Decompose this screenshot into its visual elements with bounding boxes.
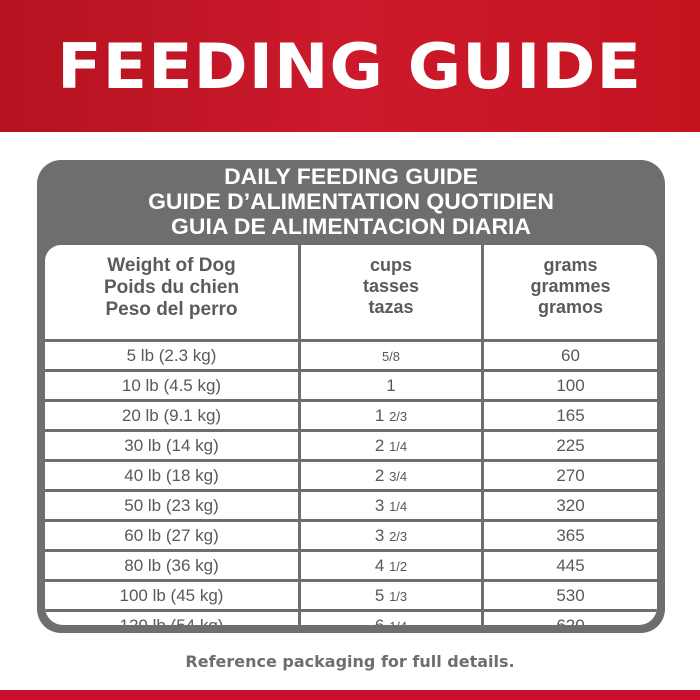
weight-cell: 5 lb (2.3 kg) — [45, 339, 301, 372]
bottom-bar — [0, 690, 700, 700]
cups-cell: 2 3/4 — [298, 459, 484, 492]
grams-cell: 365 — [481, 519, 657, 552]
cups-cell: 5 1/3 — [298, 579, 484, 612]
cups-fraction: 1/4 — [389, 438, 408, 454]
table-row: 20 lb (9.1 kg) 1 2/3 165 — [45, 399, 657, 432]
feeding-guide-table-box: DAILY FEEDING GUIDE GUIDE D’ALIMENTATION… — [37, 160, 665, 633]
weight-cell: 50 lb (23 kg) — [45, 489, 301, 522]
weight-cell: 30 lb (14 kg) — [45, 429, 301, 462]
cups-cell: 3 1/4 — [298, 489, 484, 522]
header-weight: Weight of Dog Poids du chien Peso del pe… — [45, 245, 301, 342]
cups-fraction: 1/4 — [389, 619, 407, 626]
table-row: 50 lb (23 kg) 3 1/4 320 — [45, 489, 657, 522]
cups-cell: 4 1/2 — [298, 549, 484, 582]
weight-cell: 40 lb (18 kg) — [45, 459, 301, 492]
cups-fraction: 1/3 — [389, 588, 408, 604]
grams-cell: 620 — [481, 609, 657, 625]
banner: FEEDING GUIDE — [0, 0, 700, 132]
cups-whole: 2 — [374, 435, 385, 455]
grams-cell: 225 — [481, 429, 657, 462]
grams-cell: 530 — [481, 579, 657, 612]
header-cups-fr: tasses — [362, 276, 420, 296]
cups-cell: 2 1/4 — [298, 429, 484, 462]
cups-fraction: 2/3 — [389, 528, 408, 544]
weight-cell: 100 lb (45 kg) — [45, 579, 301, 612]
table-title-fr: GUIDE D’ALIMENTATION QUOTIDIEN — [148, 189, 554, 214]
header-grams-fr: grammes — [530, 276, 611, 296]
header-cups-es: tazas — [368, 297, 414, 317]
grams-cell: 270 — [481, 459, 657, 492]
header-weight-en: Weight of Dog — [107, 255, 236, 276]
header-grams: grams grammes gramos — [481, 245, 657, 342]
grams-cell: 320 — [481, 489, 657, 522]
cups-fraction: 5/8 — [381, 348, 401, 364]
cups-whole: 3 — [374, 525, 385, 545]
header-weight-es: Peso del perro — [105, 299, 238, 320]
table-row: 120 lb (54 kg) 6 1/4 620 — [45, 609, 657, 626]
table-row: 80 lb (36 kg) 4 1/2 445 — [45, 549, 657, 582]
cups-whole: 3 — [374, 495, 385, 515]
cups-cell: 6 1/4 — [298, 609, 484, 626]
table-row: 60 lb (27 kg) 3 2/3 365 — [45, 519, 657, 552]
weight-cell: 20 lb (9.1 kg) — [45, 399, 301, 432]
weight-cell: 10 lb (4.5 kg) — [45, 369, 301, 402]
footer-note: Reference packaging for full details. — [185, 652, 515, 671]
cups-whole: 1 — [386, 375, 396, 395]
cups-whole: 4 — [374, 555, 385, 575]
cups-cell: 3 2/3 — [298, 519, 484, 552]
table-row: 5 lb (2.3 kg) 5/8 60 — [45, 339, 657, 372]
header-weight-fr: Poids du chien — [103, 277, 240, 298]
cups-whole: 6 — [374, 615, 385, 626]
cups-cell: 1 — [298, 369, 484, 402]
header-cups-en: cups — [369, 255, 412, 275]
grams-cell: 100 — [481, 369, 657, 402]
table-row: 30 lb (14 kg) 2 1/4 225 — [45, 429, 657, 462]
banner-title: FEEDING GUIDE — [57, 29, 643, 103]
header-cups: cups tasses tazas — [298, 245, 484, 342]
table-row: 40 lb (18 kg) 2 3/4 270 — [45, 459, 657, 492]
cups-cell: 1 2/3 — [298, 399, 484, 432]
weight-cell: 80 lb (36 kg) — [45, 549, 301, 582]
cups-fraction: 1/4 — [389, 498, 408, 514]
header-row: Weight of Dog Poids du chien Peso del pe… — [45, 245, 657, 342]
feeding-table: Weight of Dog Poids du chien Peso del pe… — [45, 245, 657, 625]
header-grams-en: grams — [543, 255, 598, 275]
cups-cell: 5/8 — [298, 339, 484, 372]
cups-whole: 5 — [374, 585, 385, 605]
header-grams-es: gramos — [537, 297, 604, 317]
grams-cell: 445 — [481, 549, 657, 582]
weight-cell: 120 lb (54 kg) — [45, 609, 301, 625]
cups-whole: 2 — [374, 465, 385, 485]
cups-fraction: 1/2 — [389, 558, 408, 574]
table-row: 100 lb (45 kg) 5 1/3 530 — [45, 579, 657, 612]
table-titles: DAILY FEEDING GUIDE GUIDE D’ALIMENTATION… — [31, 164, 672, 239]
grams-cell: 60 — [481, 339, 657, 372]
grams-cell: 165 — [481, 399, 657, 432]
weight-cell: 60 lb (27 kg) — [45, 519, 301, 552]
table-title-es: GUIA DE ALIMENTACION DIARIA — [171, 214, 531, 239]
table-row: 10 lb (4.5 kg) 1 100 — [45, 369, 657, 402]
cups-fraction: 2/3 — [389, 408, 408, 424]
cups-whole: 1 — [374, 405, 385, 425]
cups-fraction: 3/4 — [389, 468, 408, 484]
table-title-en: DAILY FEEDING GUIDE — [224, 164, 478, 189]
